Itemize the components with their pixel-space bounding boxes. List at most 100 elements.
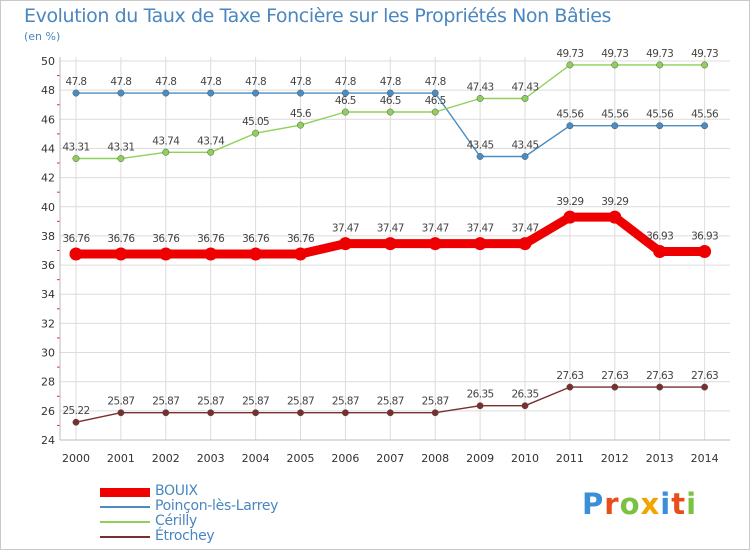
legend-label: BOUIX (155, 483, 198, 499)
x-tick-label: 2011 (556, 452, 584, 465)
data-point-bouix (204, 247, 218, 261)
data-label-etrochey: 27.63 (691, 370, 718, 382)
data-point-bouix (608, 210, 622, 224)
data-point-etrochey (656, 383, 664, 391)
data-label-poincon-les-larrey: 45.56 (601, 109, 629, 121)
logo-letter: i (686, 487, 698, 521)
y-tick-label: 46 (41, 113, 55, 126)
data-point-bouix (563, 210, 577, 224)
legend-swatch (100, 488, 150, 497)
data-point-poincon-les-larrey (162, 89, 170, 97)
y-tick-label: 32 (41, 317, 55, 330)
data-label-bouix: 36.76 (152, 233, 180, 245)
data-label-cerilly: 47.43 (511, 81, 538, 93)
data-label-etrochey: 25.87 (422, 396, 449, 408)
legend-swatch (100, 506, 150, 508)
data-label-bouix: 36.93 (646, 231, 673, 243)
data-point-etrochey (386, 409, 394, 417)
data-label-etrochey: 25.22 (62, 405, 89, 417)
data-label-cerilly: 49.73 (601, 48, 628, 60)
data-point-poincon-les-larrey (72, 89, 80, 97)
x-tick-label: 2014 (691, 452, 719, 465)
logo-letter: P (582, 487, 605, 521)
data-point-cerilly (252, 129, 260, 137)
data-point-cerilly (386, 108, 394, 116)
data-point-etrochey (431, 409, 439, 417)
y-tick-label: 40 (41, 201, 55, 214)
logo-letter: i (660, 487, 672, 521)
data-label-etrochey: 25.87 (242, 396, 269, 408)
data-label-cerilly: 43.31 (107, 142, 134, 154)
data-label-bouix: 36.76 (287, 233, 315, 245)
y-tick-label: 28 (41, 376, 55, 389)
data-point-etrochey (252, 409, 260, 417)
data-point-bouix (518, 237, 532, 251)
x-tick-label: 2001 (107, 452, 135, 465)
data-point-etrochey (566, 383, 574, 391)
data-label-etrochey: 27.63 (601, 370, 628, 382)
data-point-bouix (294, 247, 307, 261)
x-tick-label: 2012 (601, 452, 629, 465)
data-label-poincon-les-larrey: 43.45 (467, 139, 494, 151)
data-point-poincon-les-larrey (117, 89, 125, 97)
data-point-cerilly (656, 61, 664, 69)
data-point-etrochey (207, 409, 215, 417)
y-tick-label: 44 (41, 142, 55, 155)
data-label-poincon-les-larrey: 45.56 (646, 109, 674, 121)
data-point-cerilly (476, 95, 484, 102)
data-label-etrochey: 25.87 (332, 396, 359, 408)
x-tick-label: 2010 (511, 452, 539, 465)
y-tick-label: 34 (41, 288, 55, 301)
data-point-etrochey (72, 418, 80, 426)
data-label-cerilly: 43.74 (152, 135, 180, 147)
unit-label: (en %) (24, 30, 61, 43)
data-label-etrochey: 27.63 (646, 370, 673, 382)
legend-swatch (100, 536, 150, 538)
data-label-etrochey: 26.35 (511, 389, 538, 401)
data-point-bouix (249, 247, 263, 261)
data-label-bouix: 37.47 (422, 223, 449, 235)
x-tick-label: 2009 (466, 452, 494, 465)
data-point-poincon-les-larrey (701, 122, 709, 130)
data-label-bouix: 37.47 (377, 223, 404, 235)
data-point-bouix (428, 237, 442, 251)
data-label-poincon-les-larrey: 47.8 (155, 76, 176, 88)
data-point-etrochey (476, 402, 484, 410)
data-label-bouix: 37.47 (467, 223, 494, 235)
y-tick-label: 26 (41, 405, 55, 418)
data-label-bouix: 39.29 (556, 196, 583, 208)
data-label-cerilly: 49.73 (646, 48, 673, 60)
legend-label: Poinçon-lès-Larrey (155, 498, 279, 514)
data-point-cerilly (341, 108, 349, 116)
data-label-etrochey: 26.35 (467, 389, 494, 401)
data-label-cerilly: 49.73 (691, 48, 718, 60)
data-point-etrochey (611, 383, 619, 391)
data-label-cerilly: 46.5 (335, 95, 356, 107)
data-label-poincon-les-larrey: 47.8 (110, 76, 131, 88)
x-tick-label: 2013 (646, 452, 674, 465)
legend-label: Étrochey (155, 528, 215, 544)
y-tick-label: 48 (41, 84, 55, 97)
data-label-etrochey: 27.63 (556, 370, 583, 382)
data-point-bouix (159, 247, 173, 261)
x-tick-label: 2005 (287, 452, 315, 465)
x-tick-label: 2008 (421, 452, 449, 465)
data-point-cerilly (521, 95, 529, 102)
data-label-cerilly: 45.05 (242, 116, 269, 128)
data-point-etrochey (521, 402, 529, 410)
data-point-cerilly (72, 155, 80, 162)
y-tick-label: 24 (41, 434, 55, 447)
y-tick-label: 42 (41, 172, 55, 185)
logo-letter: r (604, 487, 620, 521)
data-label-poincon-les-larrey: 47.8 (425, 76, 446, 88)
data-point-cerilly (701, 61, 709, 69)
data-point-cerilly (162, 148, 170, 156)
x-tick-label: 2002 (152, 452, 180, 465)
data-label-cerilly: 46.5 (380, 95, 401, 107)
data-label-poincon-les-larrey: 47.8 (200, 76, 221, 88)
proxiti-logo: Proxiti (582, 487, 697, 521)
x-tick-label: 2000 (62, 452, 90, 465)
data-label-bouix: 36.76 (107, 233, 135, 245)
data-label-bouix: 36.76 (242, 233, 270, 245)
